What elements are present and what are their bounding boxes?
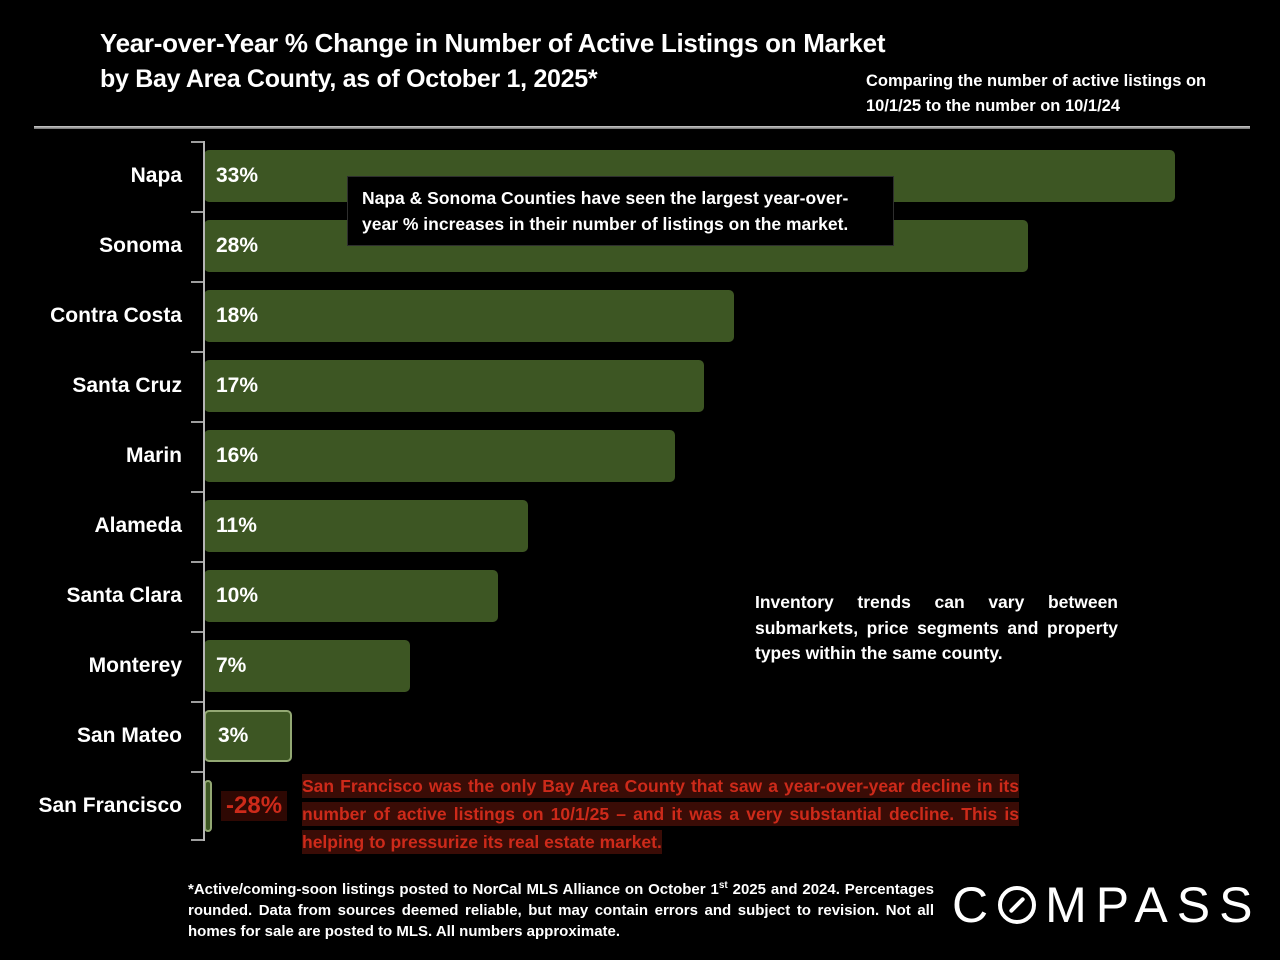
bar-value-label: 11% bbox=[216, 514, 257, 537]
bar-value-label: 16% bbox=[216, 444, 259, 467]
bar-chart: Napa 33% Sonoma 28% Contra Costa 18% Santa Cru… bbox=[0, 141, 1280, 841]
san-francisco-note-text: San Francisco was the only Bay Area Coun… bbox=[302, 774, 1019, 854]
bar-value-label: 28% bbox=[216, 234, 259, 257]
chart-row: Alameda 11% bbox=[0, 491, 1280, 561]
category-label: Monterey bbox=[88, 654, 182, 677]
chart-row: Santa Cruz 17% bbox=[0, 351, 1280, 421]
axis-tick bbox=[191, 491, 203, 493]
bar: 17% bbox=[204, 360, 704, 412]
axis-tick bbox=[191, 211, 203, 213]
chart-row: Marin 16% bbox=[0, 421, 1280, 491]
category-label: Santa Clara bbox=[66, 584, 182, 607]
compass-o-icon bbox=[998, 886, 1037, 924]
bar-value-label: 10% bbox=[216, 584, 259, 607]
footnote: *Active/coming-soon listings posted to N… bbox=[188, 875, 934, 942]
bar: 10% bbox=[204, 570, 498, 622]
inventory-note: Inventory trends can vary between submar… bbox=[755, 592, 1118, 663]
category-label: San Francisco bbox=[38, 794, 182, 817]
axis-tick bbox=[191, 771, 203, 773]
compass-logo: C MPASS bbox=[952, 876, 1261, 934]
bar: 7% bbox=[204, 640, 410, 692]
callout-line: Napa & Sonoma Counties have seen the lar… bbox=[362, 188, 849, 208]
axis-tick bbox=[191, 631, 203, 633]
axis-tick bbox=[191, 561, 203, 563]
axis-tick bbox=[191, 351, 203, 353]
bar-value-label: 7% bbox=[216, 654, 247, 677]
axis-tick bbox=[191, 141, 203, 143]
bar: 16% bbox=[204, 430, 675, 482]
san-francisco-note: San Francisco was the only Bay Area Coun… bbox=[302, 772, 1019, 856]
bar: 18% bbox=[204, 290, 734, 342]
axis-tick bbox=[191, 421, 203, 423]
compass-logo-right: MPASS bbox=[1045, 877, 1262, 933]
header-divider bbox=[34, 126, 1250, 129]
category-label: Sonoma bbox=[99, 234, 182, 257]
callout-line: year % increases in their number of list… bbox=[362, 214, 849, 234]
page-title: Year-over-Year % Change in Number of Act… bbox=[100, 28, 886, 58]
y-axis-line bbox=[203, 141, 205, 841]
chart-row: San Mateo 3% bbox=[0, 701, 1280, 771]
axis-tick bbox=[191, 839, 203, 841]
chart-row: San Francisco -28% bbox=[0, 771, 1280, 841]
chart-row: Contra Costa 18% bbox=[0, 281, 1280, 351]
axis-tick bbox=[191, 281, 203, 283]
category-label: San Mateo bbox=[76, 724, 182, 747]
bar: 3% bbox=[204, 710, 292, 762]
bar-value-label: 33% bbox=[216, 164, 259, 187]
chart-row: Santa Clara 10% bbox=[0, 561, 1280, 631]
compass-needle-icon bbox=[1008, 896, 1026, 914]
footnote-pre: *Active/coming-soon listings posted to N… bbox=[188, 881, 719, 898]
bar-value-label: 18% bbox=[216, 304, 259, 327]
bar bbox=[204, 780, 212, 832]
napa-sonoma-callout: Napa & Sonoma Counties have seen the lar… bbox=[347, 176, 894, 246]
category-label: Alameda bbox=[94, 514, 182, 537]
category-label: Napa bbox=[130, 164, 182, 187]
axis-tick bbox=[191, 701, 203, 703]
category-label: Santa Cruz bbox=[72, 374, 182, 397]
comparison-note: Comparing the number of active listings … bbox=[866, 72, 1207, 115]
footnote-sup: st bbox=[718, 880, 728, 891]
category-label: Marin bbox=[125, 444, 182, 467]
page-subtitle: by Bay Area County, as of October 1, 202… bbox=[100, 65, 598, 93]
footnote-post: 2025 and 2024. Percentages rounded. Data… bbox=[188, 881, 934, 940]
bar-value-label: 3% bbox=[218, 724, 249, 747]
bar-value-label: 17% bbox=[216, 374, 259, 397]
category-label: Contra Costa bbox=[50, 304, 182, 327]
bar: 11% bbox=[204, 500, 528, 552]
bar-value-label: -28% bbox=[221, 791, 288, 821]
compass-logo-left: C bbox=[952, 877, 998, 933]
chart-row: Monterey 7% bbox=[0, 631, 1280, 701]
